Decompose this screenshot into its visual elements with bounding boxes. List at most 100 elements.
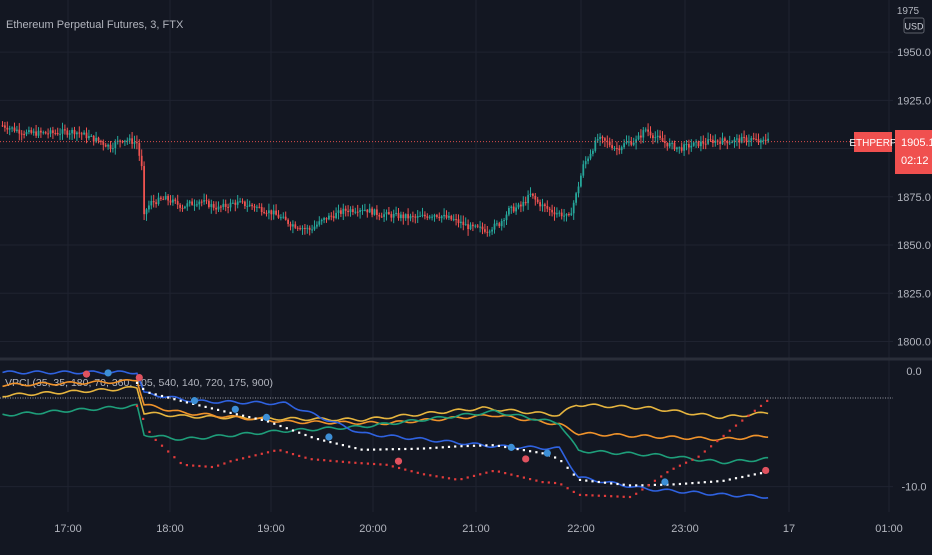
time-tick-label: 22:00: [567, 523, 595, 535]
currency-button[interactable]: USD: [903, 17, 925, 34]
time-tick-label: 21:00: [462, 523, 490, 535]
candle-body: [503, 220, 505, 222]
indicator-label: VPCI (35, 35, 180, 70, 360, 105, 540, 14…: [5, 377, 273, 389]
candle-body: [349, 209, 352, 213]
indicator-dot: [660, 475, 663, 478]
indicator-dot: [229, 411, 232, 414]
candle-body: [584, 161, 587, 165]
indicator-dot: [254, 417, 257, 420]
candle-body: [544, 204, 546, 207]
candle-body: [604, 138, 606, 141]
candle-body: [479, 226, 481, 228]
indicator-dot: [641, 484, 644, 487]
indicator-dot: [142, 387, 145, 390]
candle-body: [352, 209, 354, 212]
indicator-dot: [217, 464, 220, 467]
indicator-dot: [516, 475, 519, 478]
candle-body: [400, 214, 402, 219]
indicator-dot: [366, 448, 369, 451]
indicator-dot: [722, 479, 725, 482]
candle-body: [548, 208, 551, 210]
signal-marker: [543, 449, 551, 457]
candle-body: [248, 204, 251, 206]
candle-body: [296, 227, 299, 229]
indicator-dot: [635, 492, 638, 495]
candle-body: [44, 132, 47, 134]
candle-body: [304, 227, 306, 229]
candle-body: [172, 199, 174, 203]
candle-body: [215, 207, 217, 210]
indicator-dot: [310, 436, 313, 439]
candle-body: [306, 227, 309, 229]
indicator-dot: [148, 430, 151, 433]
indicator-dot: [373, 462, 376, 466]
price-tick-label: 1825.0: [897, 288, 931, 300]
candle-body: [460, 221, 462, 224]
candle-body: [241, 201, 244, 203]
time-tick-label: 01:00: [875, 523, 903, 535]
indicator-line: [2, 403, 769, 465]
indicator-dot: [710, 480, 713, 483]
indicator-dot: [454, 478, 457, 481]
candle-body: [61, 129, 64, 134]
indicator-dot: [447, 445, 451, 448]
candle-body: [47, 133, 49, 135]
candle-body: [169, 200, 172, 203]
candle-body: [76, 132, 78, 135]
indicator-dot: [585, 479, 588, 482]
indicator-dot: [504, 445, 507, 449]
indicator-dot: [691, 458, 694, 461]
indicator-dot: [266, 420, 270, 423]
candle-body: [448, 215, 450, 218]
indicator-dot: [173, 398, 176, 401]
indicator-dot: [522, 476, 525, 479]
indicator-dot: [441, 476, 444, 479]
indicator-dot: [554, 456, 557, 459]
candle-body: [8, 128, 11, 130]
indicator-dot: [217, 408, 220, 411]
candle-body: [666, 143, 669, 147]
candle-body: [184, 206, 186, 208]
time-axis[interactable]: 17:00 18:00 19:00 20:00 21:00 22:00 23:00 17 01:…: [54, 523, 903, 535]
indicator-dot: [591, 494, 594, 497]
candle-body: [527, 195, 529, 204]
indicator-dot: [734, 424, 738, 427]
indicator-dot: [379, 463, 382, 466]
indicator-dot: [248, 455, 251, 458]
indicator-dot: [691, 482, 694, 485]
candle-body: [404, 214, 407, 219]
candle-body: [680, 147, 683, 151]
candle-body: [344, 208, 347, 211]
indicator-dot: [266, 451, 270, 454]
candle-body: [359, 210, 361, 212]
candle-body: [385, 212, 388, 215]
candle-body: [148, 205, 150, 210]
indicator-dot: [616, 482, 619, 486]
candle-body: [368, 208, 371, 213]
indicator-dot: [710, 445, 713, 448]
price-axis[interactable]: 1950.0 1925.0 1875.0 1850.0 1825.0 1800.0 0.0 -…: [897, 47, 931, 494]
candle-body: [121, 141, 124, 143]
candle-body: [496, 223, 498, 225]
candle-body: [474, 225, 477, 227]
candle-body: [284, 216, 287, 220]
candle-body: [469, 224, 472, 230]
candle-body: [88, 135, 90, 139]
candle-body: [140, 155, 143, 167]
candle-body: [522, 201, 525, 207]
indicator-dot: [759, 404, 763, 407]
candle-body: [294, 224, 297, 228]
indicator-dot: [354, 447, 357, 450]
candle-body: [25, 132, 28, 135]
candle-body: [652, 135, 654, 139]
candle-body: [191, 201, 193, 205]
indicator-dot: [566, 466, 569, 469]
candle-body: [272, 210, 275, 215]
candle-body: [481, 226, 484, 230]
candle-body: [438, 216, 441, 219]
indicator-dot: [304, 456, 307, 459]
candle-body: [450, 215, 453, 220]
time-tick-label: 18:00: [156, 523, 184, 535]
